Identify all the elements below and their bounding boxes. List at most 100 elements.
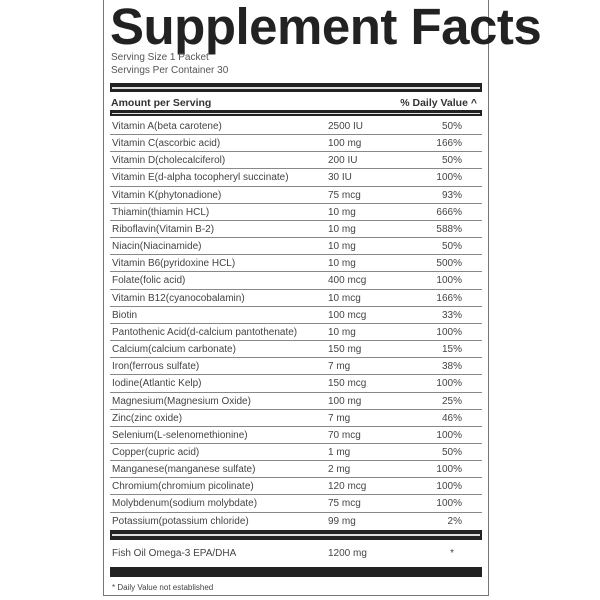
nutrient-name: Pantothenic Acid(d-calcium pantothenate) <box>112 326 298 338</box>
nutrient-amount: 10 mcg <box>328 292 361 304</box>
table-row: Molybdenum(sodium molybdate) 75 mcg 100% <box>110 495 482 513</box>
nutrient-name: Potassium(potassium chloride) <box>112 515 249 527</box>
nutrient-daily-value: 588% <box>436 223 462 235</box>
nutrient-amount: 10 mg <box>328 223 356 235</box>
nutrient-name: Vitamin B6(pyridoxine HCL) <box>112 258 236 270</box>
table-row: Iron(ferrous sulfate) 7 mg 38% <box>110 358 482 376</box>
footnote: * Daily Value not established <box>112 583 214 592</box>
amount-header: Amount per Serving <box>111 97 212 109</box>
page-title: Supplement Facts <box>110 0 542 55</box>
nutrient-daily-value: 46% <box>441 412 462 424</box>
nutrient-daily-value: 100% <box>436 275 462 287</box>
nutrient-daily-value: 2% <box>447 515 462 527</box>
nutrient-amount: 70 mcg <box>328 429 361 441</box>
table-row: Manganese(manganese sulfate) 2 mg 100% <box>110 461 482 479</box>
nutrient-daily-value: 33% <box>441 309 462 321</box>
nutrient-amount: 10 mg <box>328 326 356 338</box>
serving-size: Serving Size 1 Packet <box>111 52 209 63</box>
nutrient-daily-value: 666% <box>436 206 462 218</box>
nutrient-name: Vitamin A(beta carotene) <box>112 121 222 132</box>
nutrient-name: Vitamin C(ascorbic acid) <box>112 138 221 150</box>
divider-bar <box>110 567 482 577</box>
nutrient-amount: 100 mg <box>328 395 362 407</box>
nutrient-name: Copper(cupric acid) <box>112 446 200 458</box>
divider-bar <box>110 110 482 116</box>
nutrient-name: Vitamin E(d-alpha tocopheryl succinate) <box>112 172 289 184</box>
nutrient-daily-value: 100% <box>436 326 462 338</box>
table-row: Vitamin E(d-alpha tocopheryl succinate) 3… <box>110 169 482 187</box>
nutrient-amount: 75 mcg <box>328 189 361 201</box>
table-row: Riboflavin(Vitamin B-2) 10 mg 588% <box>110 221 482 239</box>
nutrient-daily-value: 100% <box>436 498 462 510</box>
table-row-other: Fish Oil Omega-3 EPA/DHA 1200 mg * <box>110 548 482 562</box>
table-row: Vitamin B12(cyanocobalamin) 10 mcg 166% <box>110 290 482 307</box>
nutrient-name: Vitamin K(phytonadione) <box>112 189 222 201</box>
nutrient-daily-value: 100% <box>436 464 462 476</box>
nutrient-name: Vitamin D(cholecalciferol) <box>112 155 226 167</box>
nutrient-amount: 150 mcg <box>328 378 367 390</box>
nutrient-daily-value: 100% <box>436 429 462 441</box>
table-row: Vitamin B6(pyridoxine HCL) 10 mg 500% <box>110 255 482 273</box>
nutrient-name: Molybdenum(sodium molybdate) <box>112 498 258 510</box>
nutrient-name: Vitamin B12(cyanocobalamin) <box>112 292 245 304</box>
nutrient-daily-value: 50% <box>441 155 462 167</box>
table-row: Calcium(calcium carbonate) 150 mg 15% <box>110 341 482 359</box>
table-row: Thiamin(thiamin HCL) 10 mg 666% <box>110 204 482 221</box>
nutrient-daily-value: 100% <box>436 378 462 390</box>
nutrient-daily-value: 100% <box>436 172 462 184</box>
nutrient-name: Iron(ferrous sulfate) <box>112 361 200 373</box>
nutrient-amount: 200 IU <box>328 155 358 167</box>
nutrient-amount: 2 mg <box>328 464 351 476</box>
table-row: Vitamin D(cholecalciferol) 200 IU 50% <box>110 152 482 170</box>
nutrient-daily-value: 50% <box>441 446 462 458</box>
divider-bar <box>110 83 482 92</box>
table-row: Vitamin A(beta carotene) 2500 IU 50% <box>110 118 482 136</box>
nutrient-daily-value: 15% <box>441 344 462 356</box>
nutrient-table: Vitamin A(beta carotene) 2500 IU 50% Vitami… <box>110 118 482 530</box>
table-row: Pantothenic Acid(d-calcium pantothenate)… <box>110 324 482 342</box>
table-row: Copper(cupric acid) 1 mg 50% <box>110 444 482 462</box>
nutrient-amount: 7 mg <box>328 361 351 373</box>
table-row: Folate(folic acid) 400 mcg 100% <box>110 272 482 290</box>
nutrient-daily-value: 166% <box>436 292 462 304</box>
nutrient-daily-value: * <box>450 548 454 559</box>
nutrient-daily-value: 93% <box>441 189 462 201</box>
nutrient-name: Thiamin(thiamin HCL) <box>112 206 210 218</box>
nutrient-name: Manganese(manganese sulfate) <box>112 464 256 476</box>
nutrient-daily-value: 50% <box>441 241 462 253</box>
nutrient-daily-value: 50% <box>441 121 462 132</box>
nutrient-amount: 10 mg <box>328 206 356 218</box>
nutrient-amount: 150 mg <box>328 344 362 356</box>
nutrient-amount: 2500 IU <box>328 121 364 132</box>
table-row: Magnesium(Magnesium Oxide) 100 mg 25% <box>110 393 482 410</box>
nutrient-amount: 75 mcg <box>328 498 361 510</box>
nutrient-name: Magnesium(Magnesium Oxide) <box>112 395 251 407</box>
nutrient-amount: 100 mcg <box>328 309 367 321</box>
nutrient-daily-value: 500% <box>436 258 462 270</box>
nutrient-name: Riboflavin(Vitamin B-2) <box>112 223 215 235</box>
table-row: Vitamin K(phytonadione) 75 mcg 93% <box>110 187 482 204</box>
nutrient-amount: 10 mg <box>328 241 356 253</box>
nutrient-name: Folate(folic acid) <box>112 275 186 287</box>
table-row: Biotin 100 mcg 33% <box>110 307 482 324</box>
table-header: Amount per Serving % Daily Value ^ <box>111 97 477 109</box>
nutrient-daily-value: 25% <box>441 395 462 407</box>
table-row: Vitamin C(ascorbic acid) 100 mg 166% <box>110 135 482 153</box>
servings-per-container: Servings Per Container 30 <box>111 65 229 76</box>
supplement-facts-panel: Supplement Facts Serving Size 1 Packet S… <box>103 0 542 596</box>
table-row: Niacin(Niacinamide) 10 mg 50% <box>110 238 482 256</box>
nutrient-amount: 10 mg <box>328 258 356 270</box>
nutrient-name: Iodine(Atlantic Kelp) <box>112 378 202 390</box>
nutrient-name: Zinc(zinc oxide) <box>112 412 183 424</box>
table-row: Zinc(zinc oxide) 7 mg 46% <box>110 410 482 427</box>
nutrient-daily-value: 100% <box>436 481 462 493</box>
nutrient-daily-value: 38% <box>441 361 462 373</box>
nutrient-amount: 7 mg <box>328 412 351 424</box>
table-row: Chromium(chromium picolinate) 120 mcg 100% <box>110 478 482 496</box>
nutrient-name: Fish Oil Omega-3 EPA/DHA <box>112 548 237 559</box>
nutrient-amount: 120 mcg <box>328 481 367 493</box>
nutrient-name: Biotin <box>112 309 138 321</box>
nutrient-amount: 100 mg <box>328 138 362 150</box>
divider-bar <box>110 530 482 540</box>
nutrient-daily-value: 166% <box>436 138 462 150</box>
